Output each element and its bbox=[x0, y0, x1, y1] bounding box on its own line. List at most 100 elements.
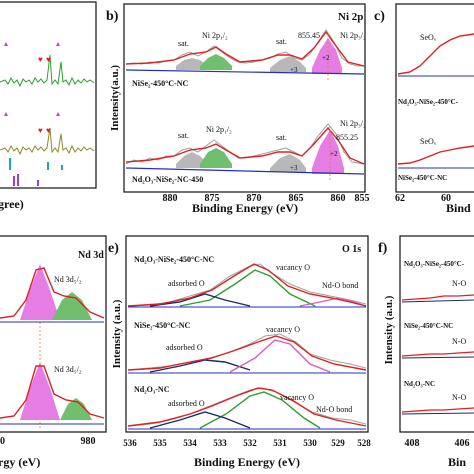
panel-f-curve-3 bbox=[401, 407, 474, 413]
triangle-marker bbox=[4, 42, 8, 46]
panel-f-navy-2 bbox=[401, 356, 474, 359]
annotation-adsorbed-o: adsorbed O bbox=[168, 399, 205, 408]
heart-marker: ♥ bbox=[38, 126, 43, 135]
panel-b-ylabel: Intensity(a.u.) bbox=[109, 65, 121, 131]
annotation-adsorbed-o: adsorbed O bbox=[168, 279, 205, 288]
upper-sat2-fill bbox=[270, 56, 306, 72]
x-tick-label: 980 bbox=[81, 436, 96, 447]
heart-marker: ♥ bbox=[38, 55, 43, 64]
spectrum-3-navy bbox=[149, 411, 251, 429]
x-tick-label: 865 bbox=[289, 193, 304, 204]
panel-f-navy-3 bbox=[401, 412, 474, 415]
panel-b: NiSe₂-450°C-NC Nd₂O₃-NiSe₂-NC-450 sat. N… bbox=[125, 29, 370, 204]
panel-a-frame bbox=[0, 1, 97, 189]
panel-f-navy-1 bbox=[401, 299, 474, 303]
upper-baseline bbox=[125, 69, 365, 75]
panel-d-lower-fit bbox=[0, 365, 105, 419]
annotation-n-o: N-O bbox=[452, 337, 466, 346]
x-tick-label: 875 bbox=[205, 193, 220, 204]
panel-c-upper-curve bbox=[397, 33, 474, 75]
x-tick-label: 533 bbox=[213, 438, 227, 448]
annotation-ni2p12: Ni 2p₁/₂ bbox=[206, 125, 232, 134]
spectrum-2-fit bbox=[127, 335, 367, 371]
lower-baseline bbox=[125, 167, 365, 175]
x-tick-label: 536 bbox=[123, 438, 137, 448]
panel-e-sample-2: NiSe₂-450°C-NC bbox=[134, 321, 190, 330]
panel-f-label: f) bbox=[378, 241, 388, 256]
annotation-energy-upper: 855.45 bbox=[298, 31, 320, 40]
panel-a-series-top bbox=[0, 54, 95, 88]
panel-c: Nd₂O₃-NiSe₂-450°C- NiSe₂-450°C-NC SeOₓ S… bbox=[395, 33, 474, 204]
x-tick-label: 531 bbox=[273, 438, 287, 448]
x-tick-label: 534 bbox=[183, 438, 197, 448]
panel-c-upper-sample: Nd₂O₃-NiSe₂-450°C- bbox=[398, 98, 459, 106]
annotation-ni2p12: Ni 2p₁/₂ bbox=[202, 31, 228, 40]
annotation-nd3d52: Nd 3d₅/₂ bbox=[54, 365, 82, 374]
panel-e-sample-3: Nd₂O₃-NC bbox=[134, 385, 170, 394]
annotation-vacancy-o: vacancy O bbox=[276, 263, 310, 272]
panel-f-sample-1: Nd₂O₃-NiSe₂-450°C- bbox=[404, 260, 465, 268]
panel-b-frame bbox=[123, 3, 366, 193]
annotation-sat: sat. bbox=[178, 39, 189, 48]
annotation-nd3d52: Nd 3d₅/₂ bbox=[54, 275, 82, 284]
annotation-plus2: +2 bbox=[330, 150, 338, 158]
x-tick-label: 532 bbox=[243, 438, 257, 448]
panel-c-lower-curve bbox=[397, 145, 474, 165]
annotation-ni2p32: Ni 2p₃/₂ bbox=[340, 119, 366, 128]
annotation-sat: sat. bbox=[178, 131, 189, 140]
panel-c-xlabel: Bind bbox=[446, 201, 471, 215]
panel-f-sample-2: NiSe₂-450°C-NC bbox=[404, 322, 453, 330]
x-tick-label: 528 bbox=[357, 438, 371, 448]
panel-d-lower-peak-fill bbox=[20, 362, 60, 420]
lower-sat2-fill bbox=[270, 154, 306, 172]
panel-c-label: c) bbox=[374, 9, 385, 24]
panel-e-xlabel: Binding Energy (eV) bbox=[194, 455, 300, 469]
panel-b-upper-sample: NiSe₂-450°C-NC bbox=[132, 79, 188, 88]
panel-e-frame bbox=[125, 235, 369, 433]
panel-d-upper-green-fill bbox=[52, 292, 92, 320]
lower-ni2p12-fill bbox=[200, 148, 232, 168]
panel-f-ylabel: Intensity (a.u.) bbox=[383, 295, 395, 364]
x-tick-label: 408 bbox=[405, 438, 420, 449]
panel-b-label: b) bbox=[106, 9, 119, 24]
spectrum-1-navy bbox=[149, 293, 251, 307]
panel-d-upper-peak-fill bbox=[20, 264, 60, 320]
panel-f: Nd₂O₃-NiSe₂-450°C- NiSe₂-450°C-NC Nd₂O₃-… bbox=[401, 260, 474, 449]
panel-f-sample-3: Nd₂O₃-NC bbox=[404, 380, 435, 388]
x-tick-label: 60 bbox=[441, 193, 451, 204]
panel-b-x-ticks: 880 875 870 865 860 855 bbox=[163, 193, 370, 204]
x-tick-label: 530 bbox=[303, 438, 317, 448]
spectrum-2-pink bbox=[229, 339, 331, 373]
panel-d-lower-green-fill bbox=[60, 398, 92, 420]
spectrum-1-fit bbox=[127, 263, 367, 307]
x-tick-label: 870 bbox=[247, 193, 262, 204]
spectrum-1-green bbox=[179, 269, 316, 307]
upper-fit-envelope bbox=[125, 30, 365, 67]
annotation-sat: sat. bbox=[276, 37, 287, 46]
annotation-n-o: N-O bbox=[452, 393, 466, 402]
x-tick-label: 529 bbox=[331, 438, 345, 448]
panel-b-lower-sample: Nd₂O₃-NiSe₂-NC-450 bbox=[132, 175, 203, 184]
panel-f-frame bbox=[399, 235, 474, 433]
panel-e-ylabel: Intensity (a.u.) bbox=[111, 299, 123, 368]
triangle-marker bbox=[56, 112, 60, 116]
x-tick-label: 855 bbox=[355, 193, 370, 204]
heart-marker: ♥ bbox=[46, 126, 51, 135]
annotation-vacancy-o: vacancy O bbox=[266, 325, 300, 334]
panel-a-markers: ♥ ♥ ♥ ♥ bbox=[4, 42, 60, 135]
x-tick-label: 535 bbox=[153, 438, 167, 448]
spectrum-2-navy bbox=[149, 359, 251, 373]
heart-marker: ♥ bbox=[46, 55, 51, 64]
panel-b-title: Ni 2p bbox=[338, 11, 363, 23]
triangle-marker bbox=[4, 112, 8, 116]
x-tick-label: 860 bbox=[331, 193, 346, 204]
panel-a-series-bottom bbox=[0, 127, 95, 156]
x-tick-label: 406 bbox=[455, 438, 470, 449]
panel-f-curve-2 bbox=[401, 351, 474, 357]
annotation-plus2: +2 bbox=[322, 54, 330, 62]
x-tick-label: 0 bbox=[0, 436, 5, 447]
panel-d-xlabel: rgy (eV) bbox=[0, 455, 40, 469]
panel-c-lower-sample: NiSe₂-450°C-NC bbox=[398, 174, 447, 182]
panel-a-reference-bars bbox=[9, 158, 63, 186]
